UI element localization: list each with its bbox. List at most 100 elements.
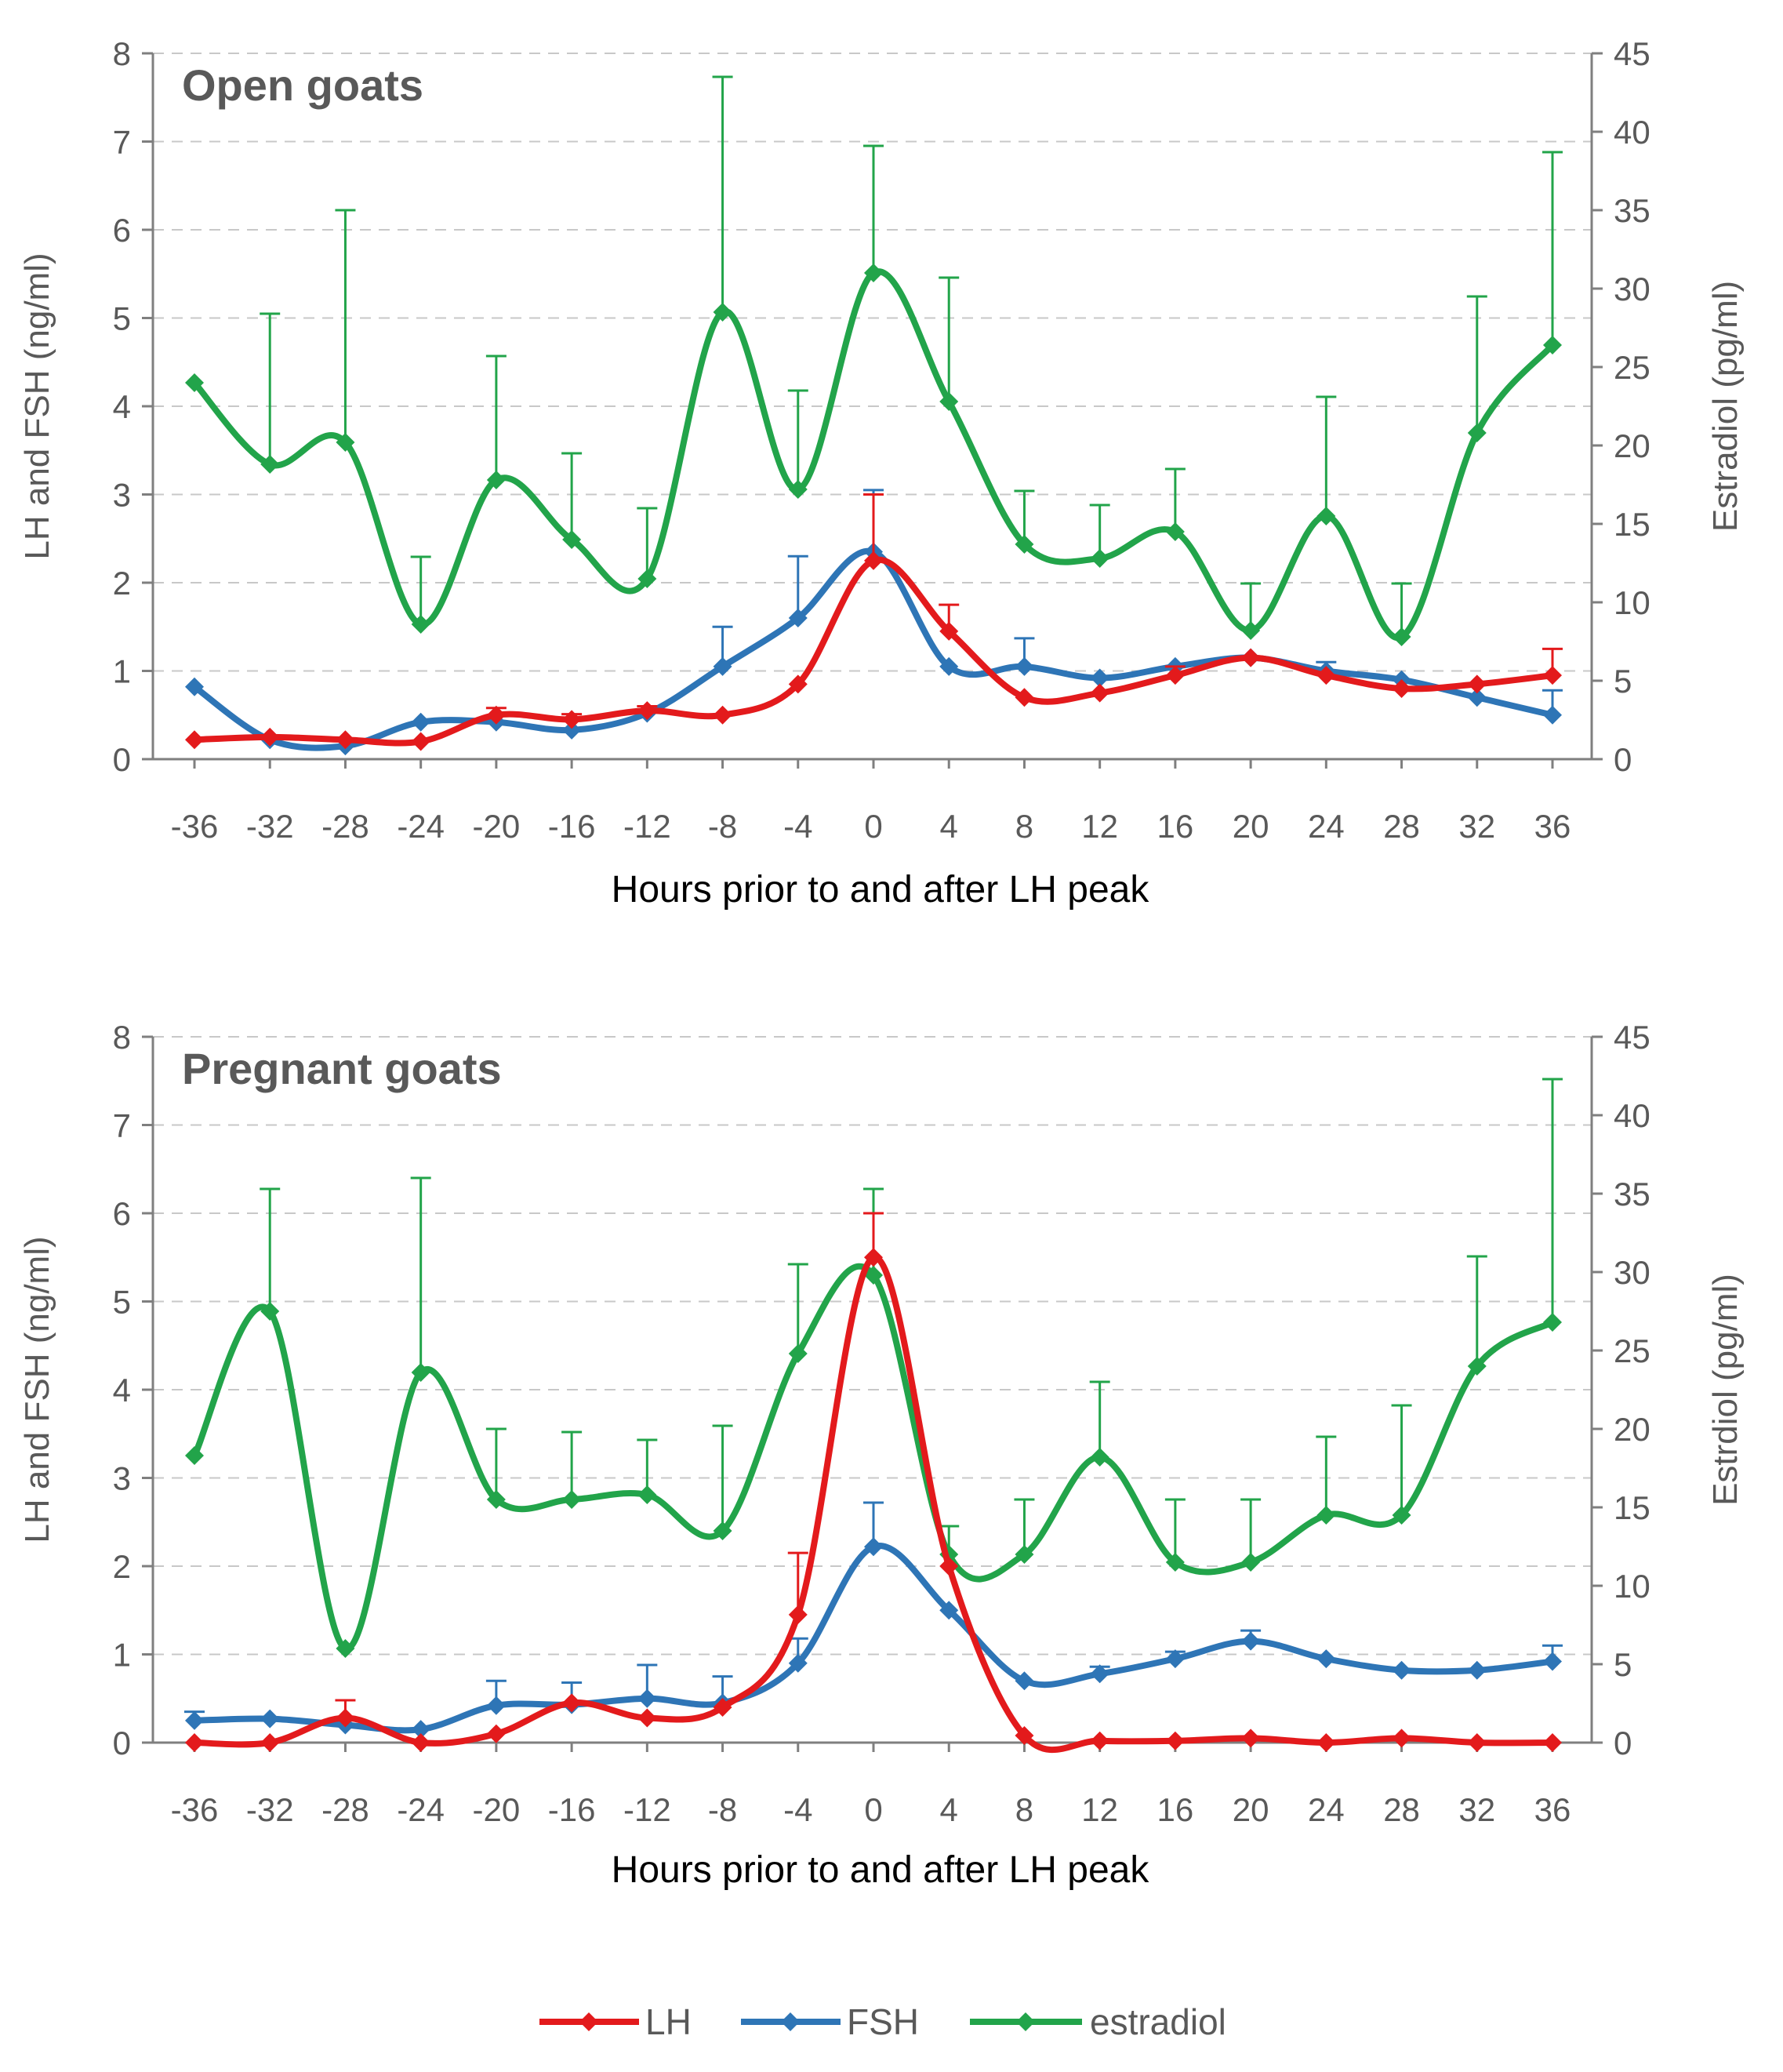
data-point-estradiol [1015,535,1034,554]
y-tick-label-right: 0 [1614,1725,1632,1761]
data-point-lh [1241,1728,1261,1748]
data-point-estradiol [713,303,732,322]
chart-title: Open goats [182,60,423,110]
data-point-estradiol [939,392,959,411]
legend-label-estradiol: estradiol [1090,2001,1226,2042]
data-point-fsh [1467,688,1487,707]
data-point-lh [260,1733,280,1752]
x-tick-label: 16 [1157,1791,1194,1828]
data-point-lh [713,705,732,725]
data-point-lh [1392,679,1411,698]
data-point-lh [1165,666,1185,685]
data-point-fsh [1316,1649,1336,1669]
data-point-estradiol [411,1363,430,1382]
data-point-estradiol [788,480,808,499]
x-tick-label: 24 [1308,808,1345,845]
data-point-fsh [788,609,808,627]
data-point-lh [1015,688,1034,707]
y-tick-label-left: 2 [113,1548,131,1585]
data-point-lh [939,1557,959,1576]
data-point-lh [562,710,582,729]
data-point-lh [1316,1733,1336,1752]
data-point-fsh [713,656,732,676]
data-point-fsh [185,677,204,696]
x-tick-label: 28 [1383,808,1420,845]
x-tick-label: 4 [940,808,958,845]
x-tick-label: 8 [1015,1791,1033,1828]
legend-item-fsh: FSH [741,2001,919,2042]
data-point-lh [1015,1726,1034,1745]
data-point-estradiol [1316,1506,1336,1525]
series-lh [185,493,1563,751]
y-tick-label-left: 4 [113,388,131,425]
y-tick-label-right: 0 [1614,741,1632,778]
y-tick-label-right: 20 [1614,427,1650,464]
data-point-fsh [1165,1649,1185,1669]
y-tick-label-right: 5 [1614,663,1632,700]
data-point-lh [1316,666,1336,685]
x-tick-label: -12 [623,1791,671,1828]
x-tick-label: 12 [1081,808,1118,845]
legend-label-lh: LH [645,2001,692,2042]
data-point-estradiol [1090,549,1109,568]
x-tick-label: -28 [321,808,369,845]
data-point-fsh [411,1720,430,1739]
y-tick-label-left: 7 [113,1107,131,1144]
y-tick-label-right: 35 [1614,1176,1650,1212]
series-estradiol [185,1078,1563,1658]
data-point-estradiol [637,569,657,588]
x-tick-label: -20 [473,1791,521,1828]
x-tick-label: 36 [1534,808,1571,845]
data-point-lh [1165,1731,1185,1750]
data-point-estradiol [486,1490,506,1509]
x-tick-label: 0 [864,1791,882,1828]
y-tick-label-right: 35 [1614,192,1650,229]
data-point-estradiol [1241,621,1261,640]
x-tick-label: -32 [246,1791,294,1828]
data-point-estradiol [260,455,280,474]
data-point-lh [788,674,808,694]
data-point-estradiol [336,1639,355,1658]
data-point-estradiol [336,433,355,452]
y-tick-label-right: 10 [1614,584,1650,621]
data-point-fsh [788,1653,808,1673]
y-tick-label-right: 15 [1614,506,1650,543]
x-tick-label: -36 [171,1791,219,1828]
data-point-estradiol [1090,1448,1109,1467]
y-axis-label-left: LH and FSH (ng/ml) [18,1236,56,1543]
data-point-fsh [1392,1660,1411,1680]
x-tick-label: 28 [1383,1791,1420,1828]
data-point-estradiol [185,373,204,392]
data-point-estradiol [1165,1553,1185,1572]
data-point-lh [1241,648,1261,667]
x-tick-label: 0 [864,808,882,845]
data-point-lh [1543,666,1562,685]
y-tick-label-right: 5 [1614,1646,1632,1683]
data-point-lh [1392,1728,1411,1748]
series-line-estradiol [191,1263,1556,1652]
y-tick-label-left: 6 [113,212,131,249]
x-tick-label: -4 [783,1791,812,1828]
data-point-lh [1090,1731,1109,1750]
y-tick-label-right: 40 [1614,114,1650,151]
y-tick-label-left: 5 [113,300,131,337]
data-point-fsh [486,1696,506,1715]
data-point-fsh [939,656,959,676]
x-tick-label: -20 [473,808,521,845]
x-tick-label: -16 [548,1791,596,1828]
x-tick-label: -16 [548,808,596,845]
data-point-fsh [637,1688,657,1708]
x-axis-label: Hours prior to and after LH peak [612,1849,1150,1891]
data-point-estradiol [864,1266,883,1285]
data-point-fsh [1543,705,1562,725]
x-tick-label: 12 [1081,1791,1118,1828]
data-point-lh [939,621,959,641]
data-point-estradiol [1316,507,1336,525]
data-point-fsh [1015,656,1034,676]
y-tick-label-right: 10 [1614,1568,1650,1605]
data-point-fsh [411,712,430,732]
data-point-lh [1467,1733,1487,1752]
data-point-estradiol [562,530,582,549]
